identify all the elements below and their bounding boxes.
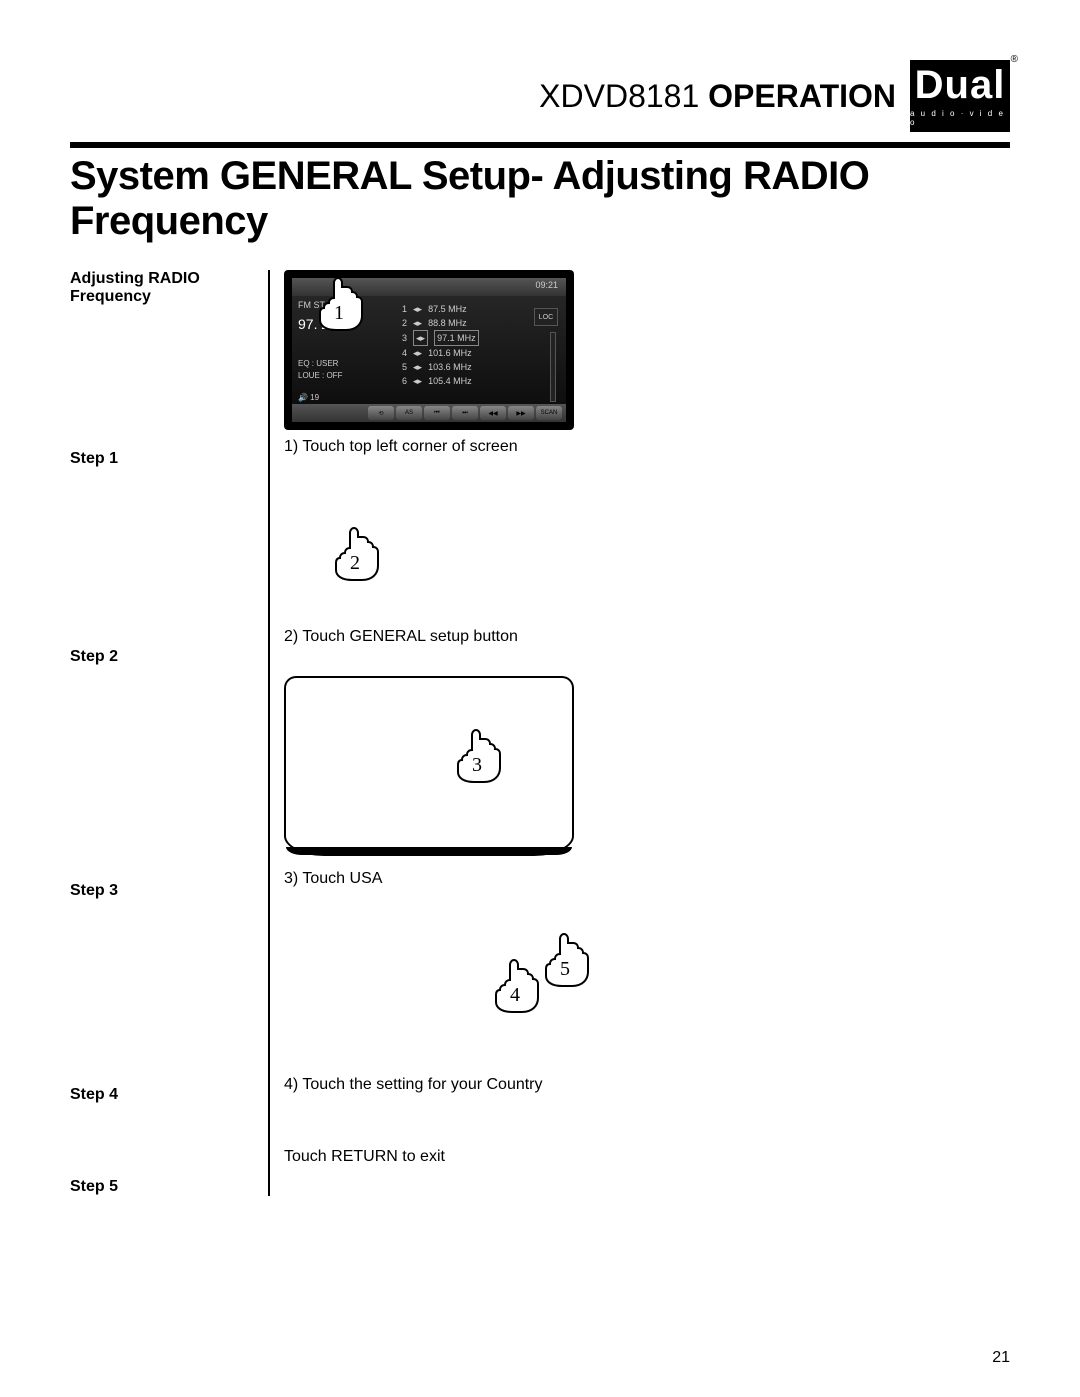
step3-text: 3) Touch USA: [284, 870, 1010, 888]
step2-label: Step 2: [70, 648, 254, 666]
step2-block: 2 2) Touch GENERAL setup button: [284, 526, 1010, 646]
radio-loud: LOUE : OFF: [298, 370, 342, 382]
radio-loc-button: LOC: [534, 308, 558, 326]
hand-pointer-1: 1: [318, 276, 364, 332]
hand-number-2: 2: [350, 552, 360, 575]
step1-text: 1) Touch top left corner of screen: [284, 438, 1010, 456]
step3-block: 3 3) Touch USA: [284, 676, 1010, 888]
radio-bottom-buttons: ⟲ AS ⏮ ⏭ ◀◀ ▶▶ SCAN: [292, 404, 566, 422]
right-column: 09:21 FM ST 97. z EQ : USER LOUE : OFF 🔊…: [270, 270, 1010, 1196]
hand-number-1: 1: [334, 302, 344, 325]
hand-pointer-2: 2: [334, 526, 380, 582]
page-header: XDVD8181 OPERATION ® Dual a u d i o · v …: [70, 60, 1010, 132]
step5-label: Step 5: [70, 1178, 118, 1195]
left-column: Adjusting RADIO Frequency Step 1 Step 2 …: [70, 270, 270, 1196]
header-text: XDVD8181 OPERATION: [539, 78, 896, 115]
logo-word: Dual: [915, 65, 1006, 105]
operation-label: OPERATION: [708, 78, 896, 114]
step3-label: Step 3: [70, 882, 254, 900]
content-body: Adjusting RADIO Frequency Step 1 Step 2 …: [70, 270, 1010, 1196]
step1-block: 09:21 FM ST 97. z EQ : USER LOUE : OFF 🔊…: [284, 270, 1010, 456]
page-title: System GENERAL Setup- Adjusting RADIO Fr…: [70, 154, 1010, 244]
radio-preset-list: 1◂▸87.5 MHz 2◂▸88.8 MHz 3◂▸97.1 MHz 4◂▸1…: [402, 302, 479, 388]
radio-eq: EQ : USER: [298, 358, 342, 370]
setup-screen-box: 3: [284, 676, 574, 856]
step1-label: Step 1: [70, 450, 254, 468]
radio-screenshot: 09:21 FM ST 97. z EQ : USER LOUE : OFF 🔊…: [284, 270, 574, 430]
header-rule: [70, 142, 1010, 148]
page-number: 21: [992, 1349, 1010, 1367]
registered-mark: ®: [1011, 54, 1018, 65]
hand-number-3: 3: [472, 754, 482, 777]
step4-text: 4) Touch the setting for your Country: [284, 1076, 543, 1094]
step4-block: 4 5 4) Touch the setting for your Countr…: [284, 918, 1010, 1118]
radio-slider: [550, 332, 556, 402]
hand-pointer-3: 3: [456, 728, 502, 784]
dual-logo: ® Dual a u d i o · v i d e o: [910, 60, 1010, 132]
step2-text: 2) Touch GENERAL setup button: [284, 628, 518, 646]
step4-label: Step 4: [70, 1086, 254, 1104]
radio-time: 09:21: [535, 280, 558, 290]
hand-number-4: 4: [510, 984, 520, 1007]
step5-block: Touch RETURN to exit: [284, 1148, 1010, 1166]
logo-subtitle: a u d i o · v i d e o: [910, 109, 1010, 127]
hand-number-5: 5: [560, 958, 570, 981]
hand-pointer-5: 5: [544, 932, 590, 988]
hand-pointer-4: 4: [494, 958, 540, 1014]
step5-text: Touch RETURN to exit: [284, 1148, 1010, 1166]
radio-volume: 🔊 19: [298, 393, 319, 402]
section-label: Adjusting RADIO Frequency: [70, 270, 254, 306]
model-number: XDVD8181: [539, 78, 699, 114]
